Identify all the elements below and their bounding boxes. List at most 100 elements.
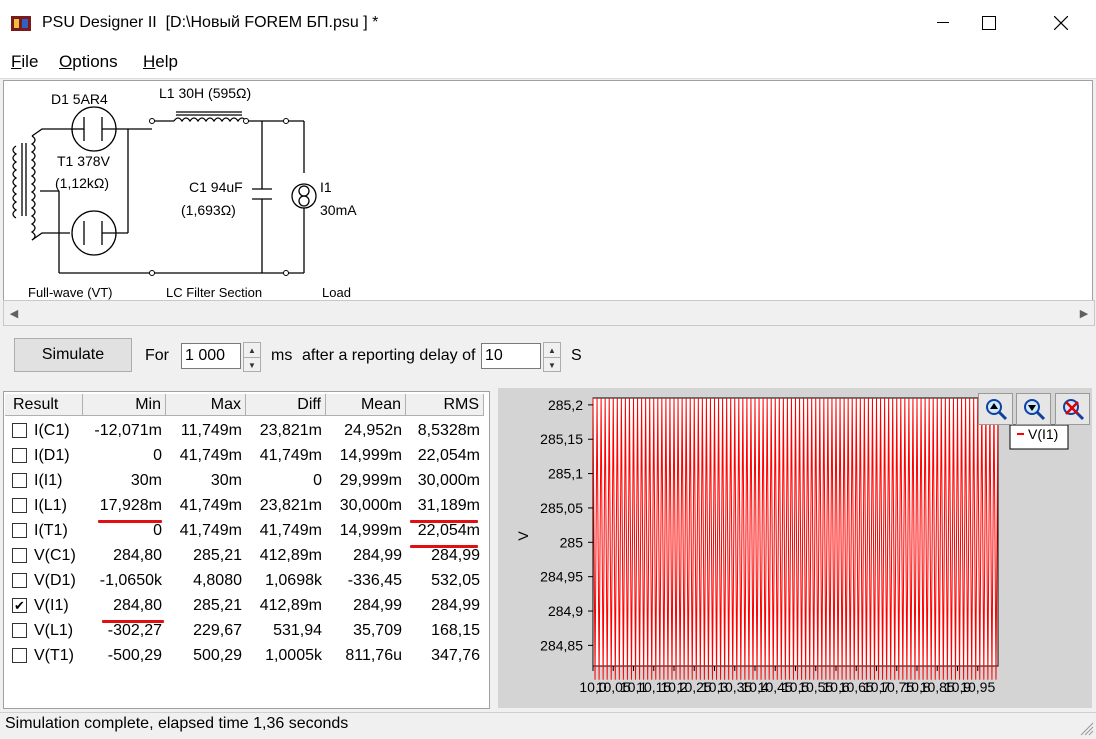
maximize-button[interactable] [966, 0, 1012, 46]
row-checkbox[interactable] [12, 548, 27, 563]
status-text: Simulation complete, elapsed time 1,36 s… [5, 715, 349, 732]
cell-min: -12,071m [94, 422, 162, 439]
row-checkbox[interactable] [12, 448, 27, 463]
row-name: I(L1) [34, 497, 67, 514]
cell-mean: 14,999m [339, 522, 402, 539]
close-button[interactable] [1038, 0, 1084, 46]
zoom-out-button[interactable] [1016, 393, 1051, 425]
cell-min: 17,928m [99, 497, 162, 514]
cell-max: 285,21 [193, 597, 242, 614]
row-checkbox[interactable] [12, 623, 27, 638]
menu-options[interactable]: Options [59, 52, 118, 71]
cell-diff: 412,89m [259, 547, 322, 564]
table-row[interactable]: I(C1) -12,071m 11,749m 23,821m 24,952n 8,5328… [4, 419, 489, 444]
x-tick-label: 10,7 [863, 679, 890, 695]
col-header-diff[interactable]: Diff [246, 394, 326, 416]
results-table[interactable]: Result Min Max Diff Mean RMS I(C1) -12,07… [3, 391, 490, 709]
row-checkbox[interactable] [12, 573, 27, 588]
cell-diff: 23,821m [259, 422, 322, 439]
col-header-result[interactable]: Result [5, 394, 83, 416]
cell-diff: 41,749m [259, 522, 322, 539]
table-row[interactable]: V(C1) 284,80 285,21 412,89m 284,99 284,99 [4, 544, 489, 569]
scroll-right-icon[interactable]: ▶ [1074, 301, 1094, 325]
table-row[interactable]: I(D1) 0 41,749m 41,749m 14,999m 22,054m [4, 444, 489, 469]
app-icon[interactable] [10, 13, 32, 33]
menu-file[interactable]: File [11, 52, 39, 71]
cell-mean: -336,45 [347, 572, 402, 589]
cell-min: -1,0650k [99, 572, 162, 589]
delay-spinner[interactable]: ▲ ▼ [543, 342, 561, 372]
cell-max: 285,21 [193, 547, 242, 564]
menu-help[interactable]: Help [143, 52, 178, 71]
chart-panel[interactable]: 285,2 285,15 285,1 285,05 285 284,95 284,9 284,… [498, 388, 1092, 708]
cell-max: 41,749m [179, 447, 242, 464]
y-tick-label: 285,2 [548, 397, 583, 413]
cell-min: 0 [153, 447, 162, 464]
simulate-button[interactable]: Simulate [14, 338, 132, 372]
cell-rms: 284,99 [431, 547, 480, 564]
row-name: I(D1) [34, 447, 70, 464]
window-title: PSU Designer II [D:\Новый FOREM БП.psu ]… [42, 14, 379, 31]
zoom-in-icon [985, 399, 1007, 421]
row-name: I(T1) [34, 522, 68, 539]
cell-rms: 532,05 [431, 572, 480, 589]
duration-input[interactable] [181, 343, 241, 369]
row-name: V(I1) [34, 597, 69, 614]
row-checkbox[interactable] [12, 523, 27, 538]
x-tick-label: 10,65 [839, 679, 874, 695]
zoom-in-button[interactable] [978, 393, 1013, 425]
cell-mean: 284,99 [353, 547, 402, 564]
table-row[interactable]: V(D1) -1,0650k 4,8080 1,0698k -336,45 532,05 [4, 569, 489, 594]
duration-spinner[interactable]: ▲ ▼ [243, 342, 261, 372]
x-tick-label: 10,55 [798, 679, 833, 695]
scroll-left-icon[interactable]: ◀ [4, 301, 24, 325]
spin-up-icon[interactable]: ▲ [244, 343, 260, 358]
cell-diff: 412,89m [259, 597, 322, 614]
col-header-mean[interactable]: Mean [326, 394, 406, 416]
cell-diff: 531,94 [273, 622, 322, 639]
table-row[interactable]: V(L1) -302,27 229,67 531,94 35,709 168,15 [4, 619, 489, 644]
cell-mean: 29,999m [339, 472, 402, 489]
schematic-scrollbar[interactable]: ◀ ▶ [3, 300, 1095, 326]
resize-grip-icon[interactable] [1078, 720, 1094, 736]
row-checkbox[interactable]: ✔ [12, 598, 27, 613]
table-row[interactable]: I(I1) 30m 30m 0 29,999m 30,000m [4, 469, 489, 494]
col-header-min[interactable]: Min [83, 394, 166, 416]
x-tick-label: 10,9 [944, 679, 971, 695]
schematic-canvas[interactable]: D1 5AR4 L1 30H (595Ω) T1 378V (1,12kΩ) C… [3, 80, 1093, 301]
row-checkbox[interactable] [12, 648, 27, 663]
y-tick-label: 285,15 [540, 431, 583, 447]
annotation-underline [410, 545, 478, 548]
annotation-underline [102, 620, 164, 623]
row-checkbox[interactable] [12, 423, 27, 438]
col-header-max[interactable]: Max [166, 394, 246, 416]
status-bar [0, 712, 1096, 739]
col-header-rms[interactable]: RMS [406, 394, 484, 416]
row-checkbox[interactable] [12, 498, 27, 513]
cell-rms: 8,5328m [417, 422, 480, 439]
cell-mean: 35,709 [353, 622, 402, 639]
cell-max: 11,749m [180, 422, 242, 439]
load-value: 30mA [320, 202, 357, 218]
table-row[interactable]: I(L1) 17,928m 41,749m 23,821m 30,000m 31,189m [4, 494, 489, 519]
y-tick-label: 285,05 [540, 500, 583, 516]
menu-bar: File Options Help [0, 46, 1096, 79]
cell-diff: 0 [313, 472, 322, 489]
cell-max: 229,67 [193, 622, 242, 639]
title-bar [0, 0, 1096, 46]
zoom-reset-icon [1062, 399, 1084, 421]
table-row[interactable]: V(T1) -500,29 500,29 1,0005k 811,76u 347,76 [4, 644, 489, 669]
spin-down-icon[interactable]: ▼ [548, 360, 556, 370]
series-line [592, 397, 999, 680]
delay-input[interactable] [481, 343, 541, 369]
spin-up-icon[interactable]: ▲ [544, 343, 560, 358]
x-tick-label: 10,75 [879, 679, 914, 695]
row-checkbox[interactable] [12, 473, 27, 488]
zoom-out-icon [1023, 399, 1045, 421]
zoom-reset-button[interactable] [1055, 393, 1090, 425]
cell-min: 30m [130, 472, 162, 489]
minimize-button[interactable] [920, 0, 966, 46]
table-row[interactable]: I(T1) 0 41,749m 41,749m 14,999m 22,054m [4, 519, 489, 544]
table-row[interactable]: ✔ V(I1) 284,80 285,21 412,89m 284,99 284,99 [4, 594, 489, 619]
spin-down-icon[interactable]: ▼ [248, 360, 256, 370]
